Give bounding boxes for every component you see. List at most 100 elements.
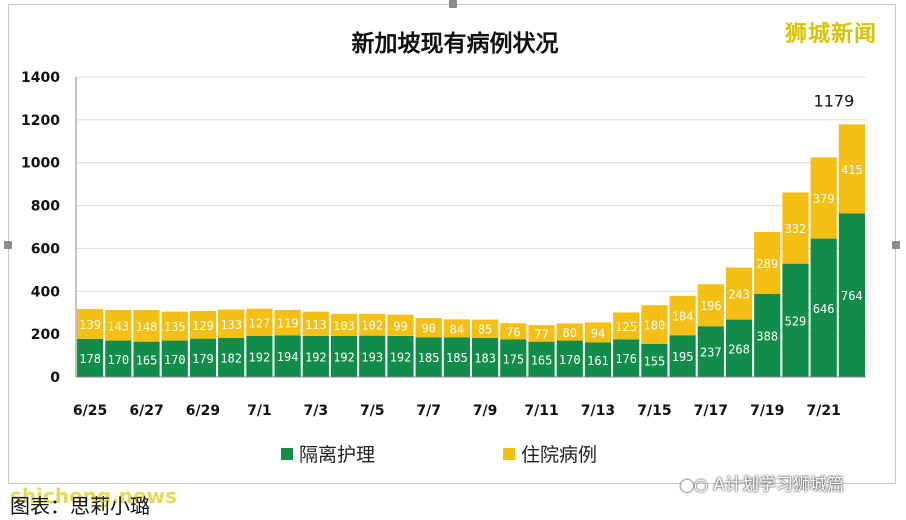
data-label-isolation: 192	[305, 350, 327, 364]
bar-isolation	[528, 341, 555, 377]
bar-hospital	[669, 295, 696, 336]
data-label-isolation: 170	[559, 353, 581, 367]
data-label-isolation: 178	[79, 352, 101, 366]
bar-isolation	[556, 340, 583, 377]
data-label-hospital: 94	[591, 326, 605, 340]
data-label-hospital: 415	[841, 163, 863, 177]
bar-hospital	[133, 309, 160, 342]
bar-isolation	[302, 335, 329, 377]
legend-swatch-hospital	[503, 448, 515, 460]
data-label-hospital: 139	[79, 318, 101, 332]
x-tick-label: 6/25	[73, 403, 107, 419]
data-label-isolation: 764	[841, 289, 863, 303]
bar-isolation	[584, 342, 612, 377]
legend: 隔离护理 住院病例	[281, 444, 597, 466]
x-tick-label: 7/11	[524, 403, 558, 419]
bar-isolation	[189, 338, 217, 377]
bar-hospital	[754, 231, 781, 294]
data-label-hospital: 133	[220, 318, 242, 332]
y-tick-label: 800	[31, 199, 60, 215]
y-tick-label: 600	[31, 241, 60, 257]
bar-isolation	[810, 238, 837, 377]
wechat-label: A计划学习狮城篇	[713, 475, 844, 495]
wechat-watermark: ●○ A计划学习狮城篇	[680, 470, 844, 495]
data-label-isolation: 165	[136, 353, 158, 367]
labels-layer: 178 139 170 143 165 148 170 135 179 129 182 133 192 1…	[79, 91, 862, 368]
bar-hospital	[838, 124, 865, 214]
bar-hospital	[697, 284, 724, 327]
data-label-isolation: 170	[164, 353, 186, 367]
bars-layer	[77, 124, 865, 377]
bar-hospital	[472, 319, 499, 338]
y-tick-label: 0	[50, 370, 60, 386]
bar-isolation	[754, 293, 781, 377]
data-label-hospital: 143	[107, 319, 129, 333]
data-label-hospital: 85	[478, 323, 492, 337]
x-tick-label: 6/29	[186, 403, 220, 419]
bar-isolation	[500, 339, 527, 377]
bar-isolation	[274, 335, 301, 377]
total-annotation: 1179	[814, 91, 855, 110]
data-label-isolation: 388	[756, 329, 778, 343]
bar-hospital	[189, 311, 217, 339]
x-tick-label: 7/1	[247, 403, 272, 419]
data-label-hospital: 80	[563, 326, 577, 340]
y-tick-label: 400	[31, 284, 60, 300]
data-label-hospital: 184	[672, 310, 694, 324]
bar-hospital	[810, 157, 837, 239]
bar-hospital	[443, 319, 470, 338]
data-label-isolation: 192	[333, 350, 355, 364]
data-label-hospital: 148	[136, 320, 158, 334]
bar-hospital	[584, 322, 612, 343]
data-label-isolation: 195	[672, 350, 694, 364]
data-label-hospital: 196	[700, 299, 722, 313]
resize-handle-left[interactable]	[4, 241, 12, 249]
bar-hospital	[387, 314, 414, 336]
x-tick-label: 7/17	[694, 403, 728, 419]
y-tick-label: 1400	[21, 70, 60, 86]
data-label-hospital: 289	[756, 257, 778, 271]
bar-isolation	[246, 335, 273, 377]
data-label-isolation: 646	[813, 302, 835, 316]
x-tick-label: 7/5	[360, 403, 385, 419]
bar-isolation	[415, 337, 442, 377]
data-label-isolation: 192	[249, 350, 271, 364]
bar-isolation	[161, 340, 188, 377]
data-label-hospital: 76	[506, 325, 520, 339]
data-label-hospital: 113	[305, 318, 327, 332]
data-label-hospital: 379	[813, 192, 835, 206]
bar-hospital	[782, 192, 809, 264]
bar-hospital	[528, 325, 555, 342]
data-label-isolation: 237	[700, 346, 722, 360]
data-label-isolation: 185	[418, 351, 440, 365]
bar-hospital	[641, 305, 668, 344]
bar-isolation	[218, 338, 245, 377]
resize-handle-top[interactable]	[449, 0, 457, 8]
bar-hospital	[218, 309, 245, 338]
x-tick-label: 7/3	[304, 403, 329, 419]
data-label-hospital: 332	[785, 222, 807, 236]
bar-hospital	[415, 318, 442, 338]
chart-frame	[4, 0, 900, 484]
bar-isolation	[443, 337, 470, 377]
data-label-isolation: 161	[587, 354, 609, 368]
bar-isolation	[77, 338, 104, 377]
data-label-isolation: 175	[502, 352, 524, 366]
bar-hospital	[302, 311, 329, 336]
data-label-isolation: 179	[192, 352, 214, 366]
bar-hospital	[613, 312, 640, 340]
axis-layer: 0 200 400 600 800 1000 1200 1400 6/25 6/27 6/29 7/1…	[21, 70, 866, 419]
y-tick-label: 200	[31, 327, 60, 343]
bar-hospital	[161, 311, 188, 341]
bar-isolation	[359, 335, 386, 377]
resize-handle-right[interactable]	[892, 241, 900, 249]
data-label-isolation: 193	[361, 350, 383, 364]
legend-label-isolation: 隔离护理	[299, 444, 375, 466]
bar-isolation	[133, 341, 160, 377]
x-tick-label: 7/13	[581, 403, 615, 419]
data-label-hospital: 102	[361, 319, 383, 333]
x-tick-label: 7/21	[807, 403, 841, 419]
site-watermark: shicheng.news	[10, 484, 177, 508]
legend-swatch-isolation	[281, 448, 293, 460]
